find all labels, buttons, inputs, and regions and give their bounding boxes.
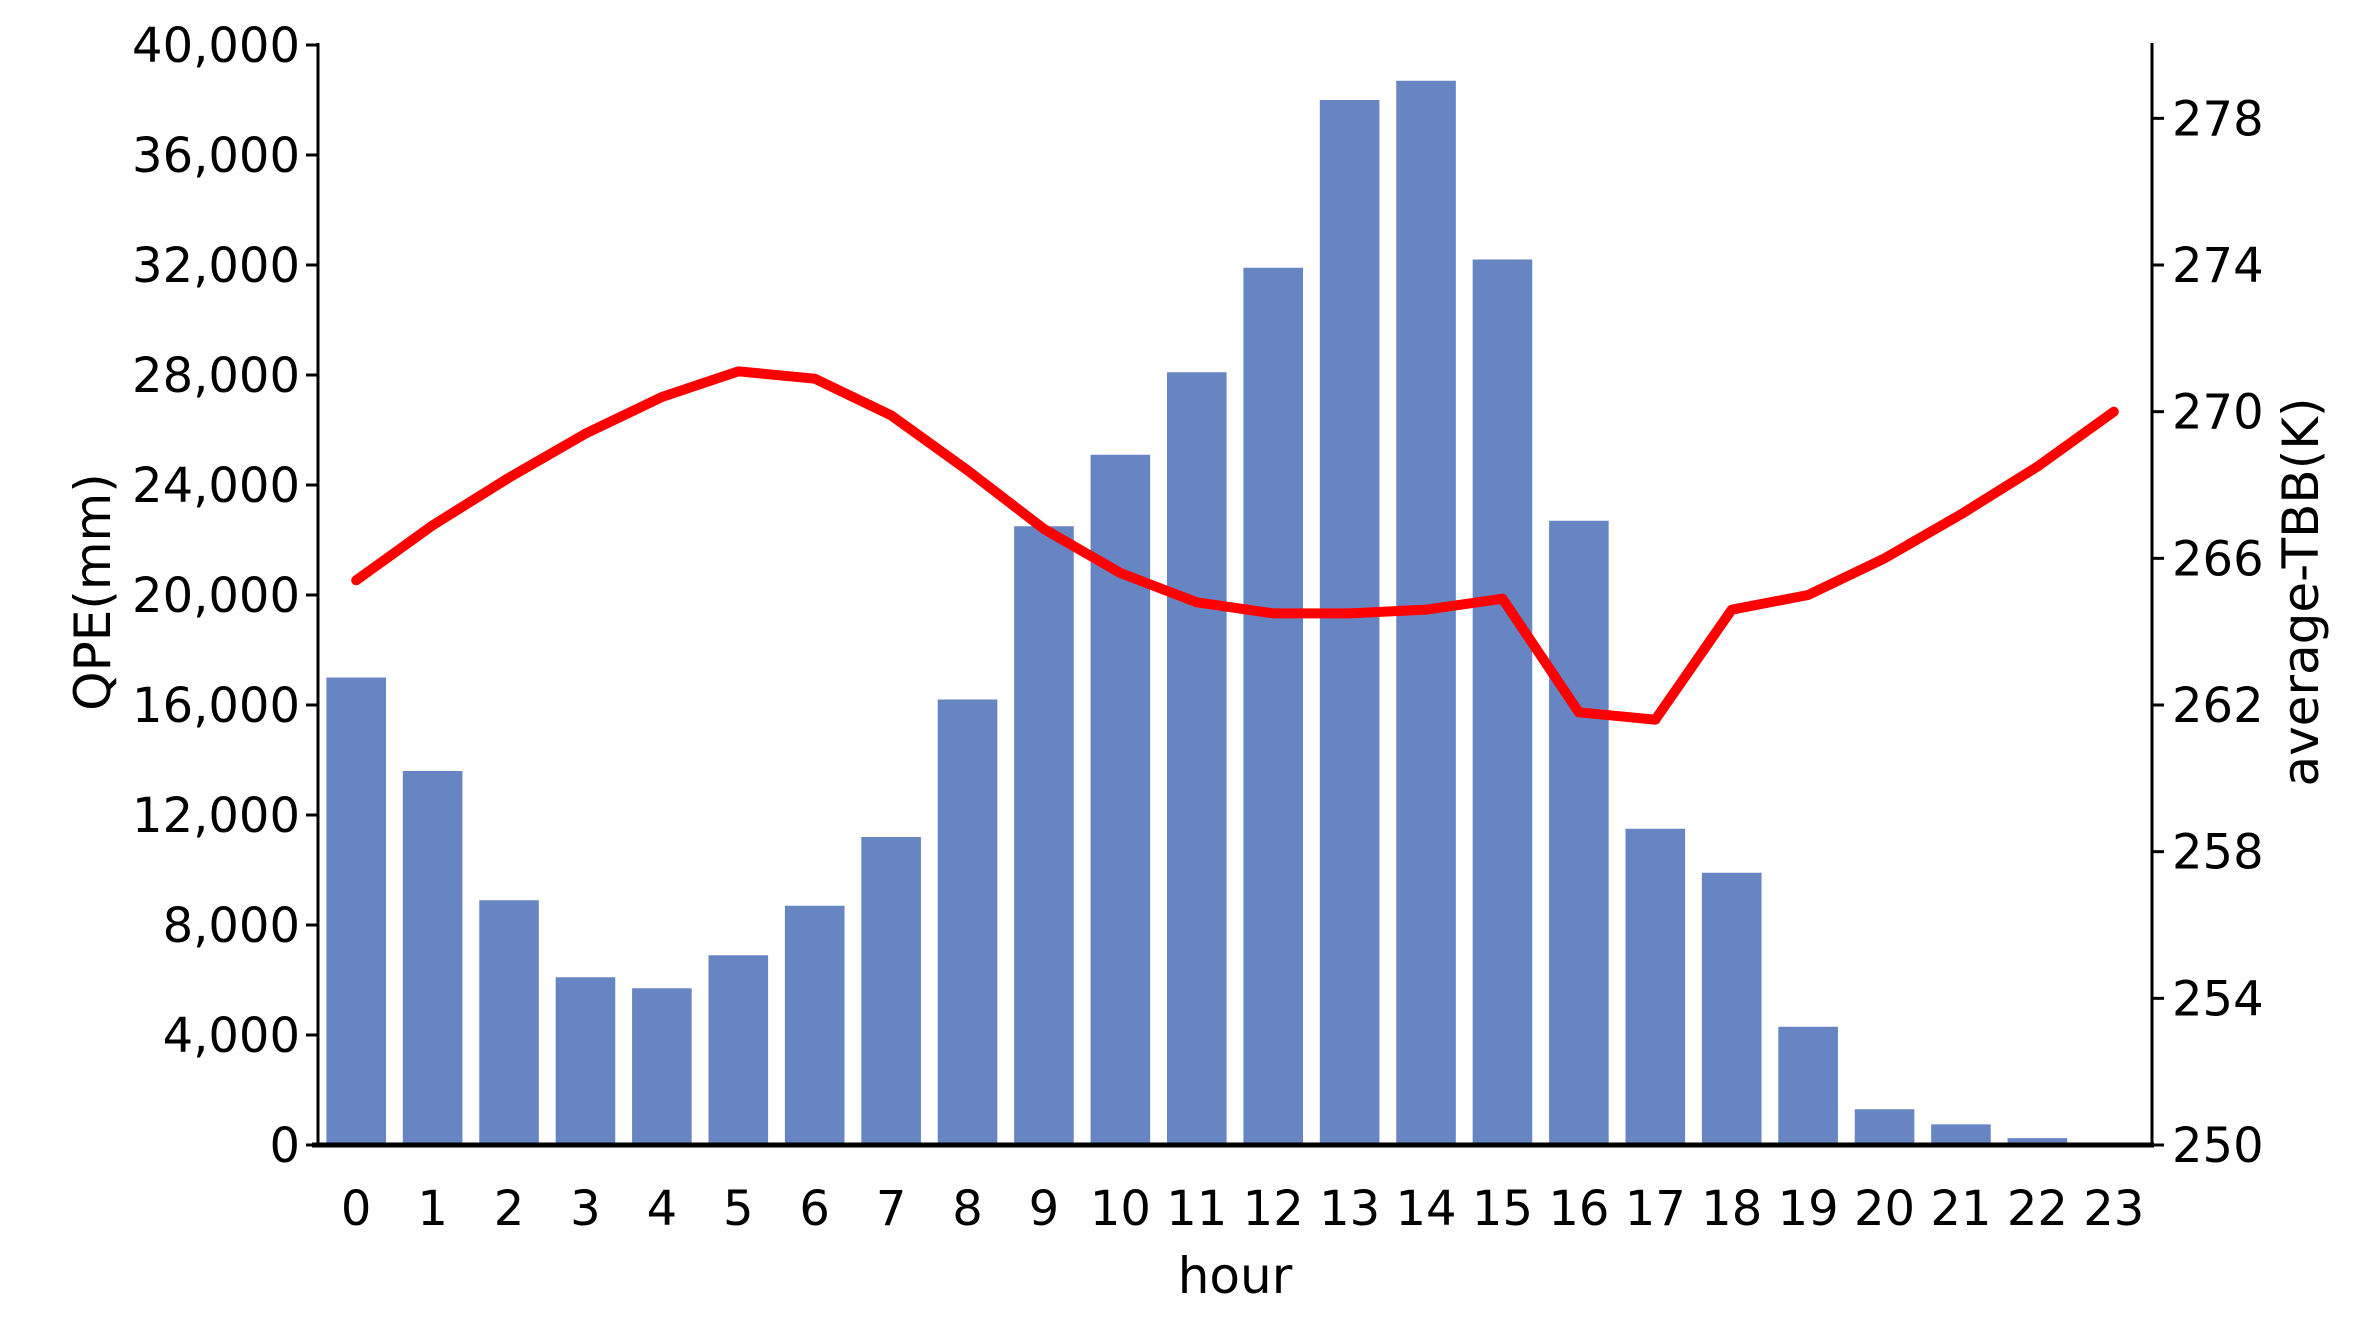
y-left-tick-label: 28,000 xyxy=(132,348,300,404)
x-tick-label: 16 xyxy=(1548,1181,1609,1237)
y-left-tick-label: 36,000 xyxy=(132,128,300,184)
x-tick-label: 18 xyxy=(1701,1181,1762,1237)
y-left-tick-label: 24,000 xyxy=(132,458,300,514)
x-tick-label: 0 xyxy=(341,1181,372,1237)
x-tick-label: 13 xyxy=(1319,1181,1380,1237)
y-left-tick-label: 20,000 xyxy=(132,568,300,624)
x-tick-label: 5 xyxy=(723,1181,754,1237)
bar-hour-6 xyxy=(784,905,845,1145)
y-right-axis-title: average-TBB(K) xyxy=(2272,397,2330,786)
bar-hour-11 xyxy=(1166,372,1227,1145)
y-left-tick-labels: 0 4,000 8,000 12,000 16,000 20,000 24,000 28,00… xyxy=(132,18,318,1174)
bar-hour-0 xyxy=(326,677,387,1145)
x-tick-label: 8 xyxy=(952,1181,983,1237)
y-right-tick-label: 270 xyxy=(2172,385,2264,441)
x-tick-label: 20 xyxy=(1854,1181,1915,1237)
y-right-tick-label: 250 xyxy=(2172,1118,2264,1174)
bar-hour-8 xyxy=(937,699,998,1145)
x-tick-label: 12 xyxy=(1243,1181,1304,1237)
x-tick-label: 9 xyxy=(1029,1181,1060,1237)
bar-hour-16 xyxy=(1549,520,1609,1145)
y-right-tick-label: 274 xyxy=(2172,238,2264,294)
x-tick-label: 3 xyxy=(570,1181,601,1237)
bar-hour-20 xyxy=(1854,1109,1915,1145)
y-left-axis-title: QPE(mm) xyxy=(64,473,122,711)
x-tick-label: 23 xyxy=(2083,1181,2144,1237)
x-tick-label: 10 xyxy=(1090,1181,1151,1237)
bars-group xyxy=(326,80,2144,1145)
bar-hour-9 xyxy=(1014,526,1074,1145)
y-right-tick-labels: 250 254 258 262 266 270 274 278 xyxy=(2152,91,2264,1174)
bar-hour-12 xyxy=(1243,267,1304,1145)
bar-hour-7 xyxy=(861,837,921,1145)
bar-hour-3 xyxy=(555,977,616,1145)
bar-hour-21 xyxy=(1931,1124,1991,1145)
x-axis-title: hour xyxy=(1178,1247,1293,1305)
x-tick-label: 6 xyxy=(799,1181,830,1237)
bar-hour-1 xyxy=(402,771,463,1145)
x-tick-label: 1 xyxy=(417,1181,448,1237)
y-left-tick-label: 12,000 xyxy=(132,788,300,844)
x-tick-label: 19 xyxy=(1778,1181,1839,1237)
y-right-tick-label: 262 xyxy=(2172,678,2264,734)
bar-hour-18 xyxy=(1701,872,1762,1145)
x-tick-label: 17 xyxy=(1625,1181,1686,1237)
bar-hour-15 xyxy=(1472,259,1533,1145)
bar-hour-5 xyxy=(708,955,769,1145)
x-tick-labels: 0 1 2 3 4 5 6 7 8 9 10 11 12 13 14 15 16 17 18 19 20 21 22 23 xyxy=(341,1181,2144,1237)
y-left-tick-label: 0 xyxy=(269,1118,300,1174)
x-tick-label: 21 xyxy=(1930,1181,1991,1237)
y-right-tick-label: 266 xyxy=(2172,531,2264,587)
x-tick-label: 4 xyxy=(647,1181,678,1237)
y-left-tick-label: 32,000 xyxy=(132,238,300,294)
x-tick-label: 11 xyxy=(1166,1181,1227,1237)
bar-hour-17 xyxy=(1625,828,1686,1145)
tbb-line xyxy=(351,366,2119,725)
bar-hour-13 xyxy=(1319,100,1380,1145)
y-left-tick-label: 40,000 xyxy=(132,18,300,74)
x-tick-label: 14 xyxy=(1396,1181,1457,1237)
x-tick-label: 22 xyxy=(2007,1181,2068,1237)
bar-hour-2 xyxy=(479,900,539,1145)
bar-hour-4 xyxy=(632,988,692,1145)
y-left-tick-label: 8,000 xyxy=(163,898,300,954)
bar-hour-19 xyxy=(1778,1026,1838,1145)
x-tick-label: 7 xyxy=(876,1181,907,1237)
y-right-tick-label: 258 xyxy=(2172,825,2264,881)
y-right-tick-label: 254 xyxy=(2172,971,2264,1027)
bar-hour-22 xyxy=(2007,1138,2068,1145)
y-left-tick-label: 4,000 xyxy=(163,1008,300,1064)
y-left-tick-label: 16,000 xyxy=(132,678,300,734)
y-right-tick-label: 278 xyxy=(2172,91,2264,147)
x-tick-label: 15 xyxy=(1472,1181,1533,1237)
x-tick-label: 2 xyxy=(494,1181,525,1237)
